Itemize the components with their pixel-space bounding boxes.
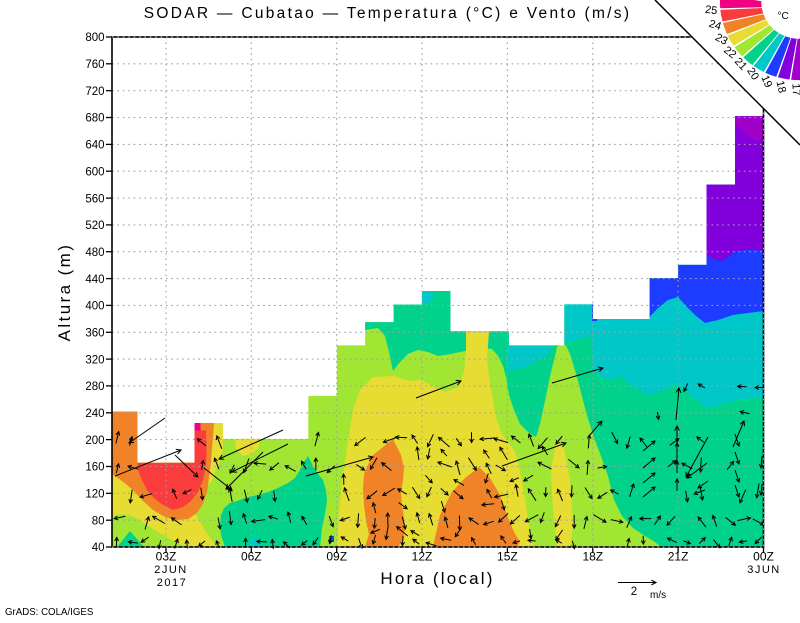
svg-text:17: 17 [789,83,800,96]
svg-text:20: 20 [744,66,761,83]
svg-text:360: 360 [85,328,104,340]
svg-text:15Z: 15Z [497,550,518,564]
svg-text:560: 560 [85,193,104,205]
svg-text:120: 120 [85,489,104,501]
svg-text:2: 2 [631,586,637,598]
svg-text:280: 280 [85,381,104,393]
svg-text:SODAR — Cubatao — Temperat: SODAR — Cubatao — Temperatura (°C) e Ven… [144,5,632,22]
svg-text:160: 160 [85,462,104,474]
svg-text:800: 800 [85,32,104,44]
svg-text:3JUN: 3JUN [747,564,781,576]
svg-text:760: 760 [85,59,104,71]
svg-text:23: 23 [713,31,729,47]
svg-text:22: 22 [721,44,738,61]
svg-text:320: 320 [85,354,104,366]
svg-text:720: 720 [85,86,104,98]
svg-text:21Z: 21Z [668,550,689,564]
svg-text:440: 440 [85,274,104,286]
svg-text:°C: °C [778,11,789,22]
svg-text:400: 400 [85,301,104,313]
svg-text:2017: 2017 [157,577,187,589]
svg-text:2JUN: 2JUN [154,564,188,576]
svg-text:Hora (local): Hora (local) [380,569,494,588]
svg-text:19: 19 [758,74,774,90]
svg-text:18Z: 18Z [582,550,603,564]
svg-text:12Z: 12Z [412,550,433,564]
svg-text:Altura (m): Altura (m) [55,243,74,342]
svg-text:25: 25 [704,4,718,18]
svg-text:680: 680 [85,113,104,125]
svg-text:40: 40 [92,542,105,554]
svg-text:m/s: m/s [650,590,666,601]
svg-text:18: 18 [773,80,788,95]
svg-text:200: 200 [85,435,104,447]
svg-text:00Z: 00Z [753,550,774,564]
svg-text:24: 24 [707,18,722,33]
svg-text:600: 600 [85,166,104,178]
svg-text:03Z: 03Z [156,550,177,564]
svg-text:520: 520 [85,220,104,232]
svg-text:09Z: 09Z [326,550,347,564]
svg-text:GrADS: COLA/IGES: GrADS: COLA/IGES [5,607,94,618]
svg-text:640: 640 [85,140,104,152]
svg-text:06Z: 06Z [241,550,262,564]
svg-text:480: 480 [85,247,104,259]
svg-text:80: 80 [92,515,105,527]
svg-text:240: 240 [85,408,104,420]
